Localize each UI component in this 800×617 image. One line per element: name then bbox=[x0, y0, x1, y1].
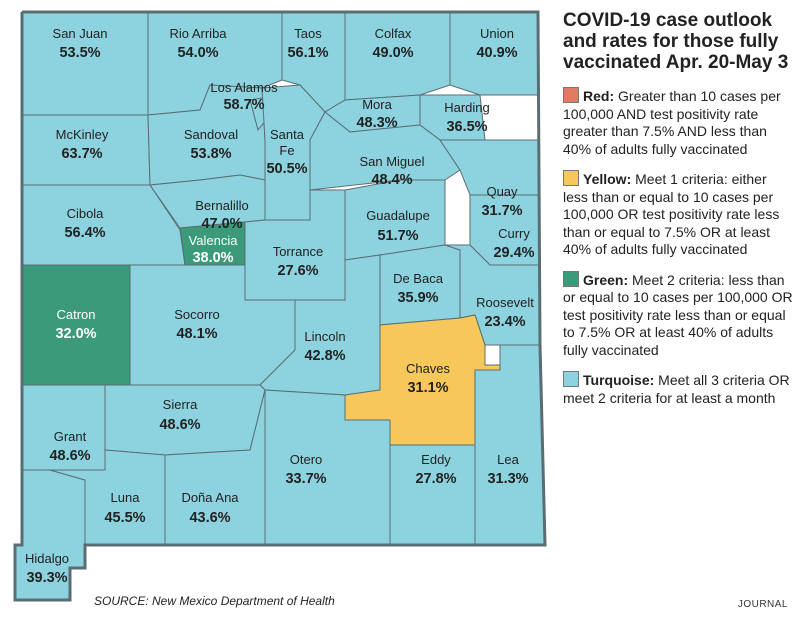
legend-text: Meet 1 criteria: either less than or equ… bbox=[563, 171, 780, 257]
label-name: Sierra bbox=[163, 397, 198, 412]
label-name: Otero bbox=[290, 452, 323, 467]
legend: COVID-19 case outlook and rates for thos… bbox=[563, 10, 795, 419]
label-rate: 63.7% bbox=[61, 146, 102, 162]
source-note: SOURCE: New Mexico Department of Health bbox=[94, 594, 335, 608]
label-rate: 31.7% bbox=[481, 203, 522, 219]
legend-text: Meet all 3 criteria OR meet 2 criteria f… bbox=[563, 372, 790, 406]
label-name: San Miguel bbox=[359, 154, 424, 169]
label-name: Quay bbox=[486, 184, 518, 199]
label-rate: 48.6% bbox=[49, 448, 90, 464]
label-name: Eddy bbox=[421, 452, 451, 467]
credit: JOURNAL bbox=[737, 599, 788, 610]
label-rate: 31.1% bbox=[407, 380, 448, 396]
label-name: Lea bbox=[497, 452, 519, 467]
legend-item-turquoise: Turquoise: Meet all 3 criteria OR meet 2… bbox=[563, 371, 795, 407]
label-rate: 31.3% bbox=[487, 471, 528, 487]
legend-key: Yellow: bbox=[583, 171, 632, 187]
label-name: Catron bbox=[56, 307, 95, 322]
label-rate: 42.8% bbox=[304, 348, 345, 364]
label-rate: 56.1% bbox=[287, 45, 328, 61]
label-rate: 40.9% bbox=[476, 45, 517, 61]
red-swatch bbox=[563, 87, 579, 103]
label-name: Colfax bbox=[375, 26, 412, 41]
legend-text: Meet 2 criteria: less than or equal to 1… bbox=[563, 271, 793, 358]
label-name: Doña Ana bbox=[181, 490, 239, 505]
label-name: Curry bbox=[498, 226, 530, 241]
label-name: Rio Arriba bbox=[169, 26, 227, 41]
label-rate: 53.5% bbox=[59, 45, 100, 61]
label-rate: 48.4% bbox=[371, 172, 412, 188]
legend-text: Greater than 10 cases per 100,000 AND te… bbox=[563, 88, 781, 157]
legend-item-red: Red: Greater than 10 cases per 100,000 A… bbox=[563, 87, 795, 158]
label-name: Harding bbox=[444, 100, 490, 115]
label-rate: 29.4% bbox=[493, 245, 534, 261]
label-name: Luna bbox=[111, 490, 141, 505]
label-name: Union bbox=[480, 26, 514, 41]
state-border bbox=[13, 10, 547, 602]
label-rate: 23.4% bbox=[484, 314, 525, 330]
county-catron[interactable] bbox=[21, 264, 131, 386]
map-title: COVID-19 case outlook and rates for thos… bbox=[563, 10, 789, 73]
legend-item-yellow: Yellow: Meet 1 criteria: either less tha… bbox=[563, 170, 795, 259]
label-rate: 53.8% bbox=[190, 146, 231, 162]
label-name: Los Alamos bbox=[210, 80, 278, 95]
label-name: Valencia bbox=[189, 233, 239, 248]
label-rate: 32.0% bbox=[55, 326, 96, 342]
county-shapes bbox=[13, 10, 547, 602]
label-rate: 48.3% bbox=[356, 115, 397, 131]
label-name: Grant bbox=[54, 429, 87, 444]
label-name: Socorro bbox=[174, 307, 220, 322]
label-rate: 38.0% bbox=[192, 250, 233, 266]
label-rate: 39.3% bbox=[26, 570, 67, 586]
label-rate: 48.6% bbox=[159, 417, 200, 433]
label-name: Santa bbox=[270, 127, 305, 142]
new-mexico-county-map: San Juan 53.5% Rio Arriba 54.0% Taos 56.… bbox=[13, 10, 547, 602]
label-name: Mora bbox=[362, 97, 392, 112]
legend-key: Red: bbox=[583, 88, 615, 104]
label-rate: 33.7% bbox=[285, 471, 326, 487]
label-rate: 47.0% bbox=[201, 216, 242, 232]
label-name: Chaves bbox=[406, 361, 451, 376]
label-rate: 43.6% bbox=[189, 510, 230, 526]
label-rate: 35.9% bbox=[397, 290, 438, 306]
label-name: Cibola bbox=[67, 206, 105, 221]
label-name: Fe bbox=[279, 143, 294, 158]
label-rate: 27.8% bbox=[415, 471, 456, 487]
label-name: San Juan bbox=[53, 26, 108, 41]
label-rate: 27.6% bbox=[277, 263, 318, 279]
label-name: Lincoln bbox=[304, 329, 345, 344]
label-name: De Baca bbox=[393, 271, 444, 286]
label-rate: 56.4% bbox=[64, 225, 105, 241]
label-rate: 48.1% bbox=[176, 326, 217, 342]
label-rate: 45.5% bbox=[104, 510, 145, 526]
county-labels: San Juan 53.5% Rio Arriba 54.0% Taos 56.… bbox=[25, 26, 535, 586]
label-name: Guadalupe bbox=[366, 208, 430, 223]
label-rate: 54.0% bbox=[177, 45, 218, 61]
label-rate: 36.5% bbox=[446, 119, 487, 135]
turquoise-swatch bbox=[563, 371, 579, 387]
legend-key: Turquoise: bbox=[583, 372, 655, 388]
legend-key: Green: bbox=[583, 271, 629, 288]
label-name: Taos bbox=[294, 26, 322, 41]
county-lea[interactable] bbox=[474, 344, 546, 546]
label-rate: 50.5% bbox=[266, 161, 307, 177]
label-name: McKinley bbox=[56, 127, 109, 142]
green-swatch bbox=[563, 270, 579, 287]
label-name: Torrance bbox=[273, 244, 324, 259]
label-rate: 49.0% bbox=[372, 45, 413, 61]
label-rate: 51.7% bbox=[377, 228, 418, 244]
legend-item-green: Green: Meet 2 criteria: less than or equ… bbox=[563, 270, 795, 360]
label-name: Hidalgo bbox=[25, 551, 69, 566]
label-name: Roosevelt bbox=[476, 295, 534, 310]
label-name: Bernalillo bbox=[195, 198, 248, 213]
label-rate: 58.7% bbox=[223, 97, 264, 113]
yellow-swatch bbox=[563, 170, 579, 186]
label-name: Sandoval bbox=[184, 127, 238, 142]
